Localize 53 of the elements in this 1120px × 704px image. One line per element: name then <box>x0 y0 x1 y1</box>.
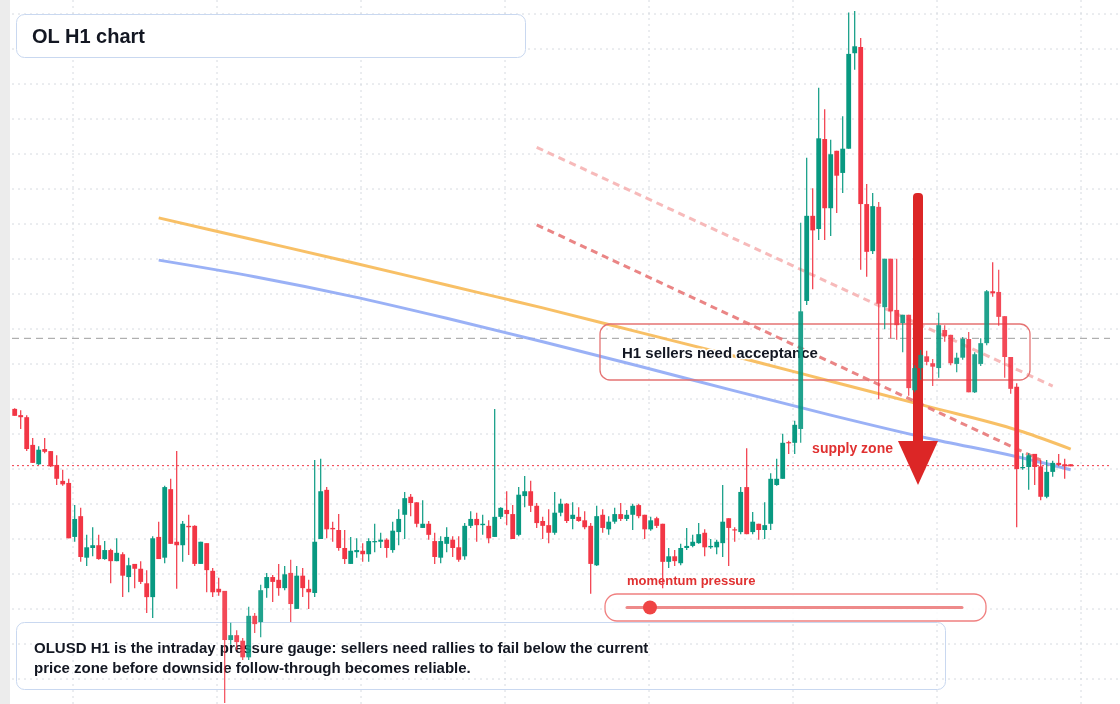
candlestick <box>492 408 498 538</box>
candlestick <box>432 532 438 565</box>
candlestick <box>156 521 162 560</box>
candlestick <box>138 560 144 585</box>
candlestick <box>420 499 426 529</box>
candlestick <box>564 502 570 524</box>
candlestick <box>750 511 756 535</box>
candlestick <box>300 567 306 598</box>
candlestick <box>666 547 672 569</box>
annotation: supply zone <box>812 440 894 456</box>
candlestick <box>570 501 576 530</box>
candlestick <box>918 349 924 381</box>
candlestick <box>954 352 960 373</box>
candlestick <box>120 551 126 598</box>
candlestick <box>1026 452 1032 491</box>
candlestick <box>528 480 534 513</box>
candlestick <box>144 569 150 614</box>
candlestick <box>282 565 288 591</box>
candlestick <box>96 534 102 561</box>
candlestick <box>72 504 78 543</box>
candlestick <box>630 503 636 531</box>
candlestick <box>228 622 234 646</box>
candlestick <box>600 508 606 534</box>
candlestick <box>108 548 114 584</box>
candlestick <box>132 563 138 589</box>
candlestick <box>264 572 270 599</box>
candlestick <box>606 515 612 536</box>
candlestick <box>426 520 432 541</box>
candlestick <box>762 501 768 540</box>
candlestick <box>930 358 936 387</box>
candlestick <box>684 527 690 551</box>
candlestick <box>402 491 408 540</box>
candlestick <box>552 491 558 536</box>
candlestick <box>912 364 918 393</box>
candlestick <box>384 537 390 559</box>
text: OL H1 chart <box>32 25 146 47</box>
candlestick <box>474 512 480 543</box>
candlestick <box>726 517 732 567</box>
candlestick <box>36 445 42 466</box>
candlestick <box>102 540 108 561</box>
candlestick <box>900 314 906 353</box>
candlestick <box>504 490 510 526</box>
candlestick <box>486 519 492 544</box>
candlestick <box>852 10 858 71</box>
candlestick <box>180 520 186 563</box>
candlestick <box>252 612 258 634</box>
candlestick <box>810 187 816 290</box>
candlestick <box>678 543 684 566</box>
candlestick <box>342 529 348 565</box>
candlestick <box>702 528 708 557</box>
candlestick <box>960 336 966 361</box>
candlestick <box>336 513 342 552</box>
candlestick <box>126 557 132 593</box>
